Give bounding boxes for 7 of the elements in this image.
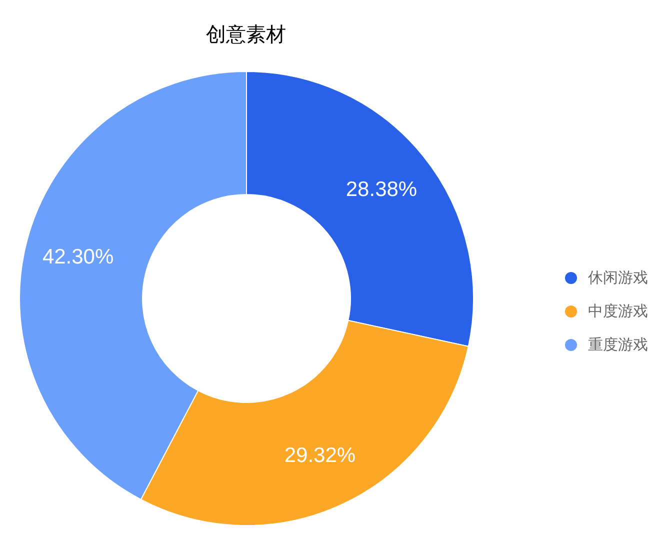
data-label: 28.38% xyxy=(346,178,418,202)
legend-label: 休闲游戏 xyxy=(588,270,648,286)
data-label: 29.32% xyxy=(284,444,356,468)
chart-title: 创意素材 xyxy=(206,24,286,46)
legend-label: 中度游戏 xyxy=(588,303,648,320)
legend-label: 重度游戏 xyxy=(588,336,648,354)
data-label: 42.30% xyxy=(42,245,114,268)
